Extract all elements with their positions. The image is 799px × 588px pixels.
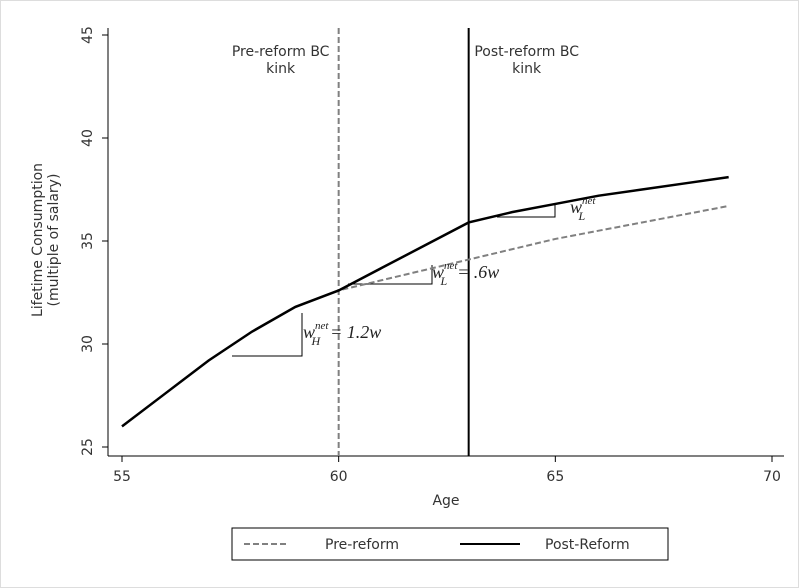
y-tick-label: 40	[80, 129, 96, 147]
y-axis-label: Lifetime Consumption (multiple of salary…	[30, 163, 62, 317]
x-tick-label: 65	[546, 469, 564, 485]
reference-label: kink	[512, 61, 542, 77]
slope-symbol: w	[570, 197, 582, 217]
x-axis-label: Age	[432, 493, 459, 509]
y-tick-label: 25	[80, 438, 96, 456]
slope-subscript: L	[439, 274, 447, 288]
slope-triangle	[348, 265, 433, 285]
slope-value: = 1.2w	[330, 322, 381, 342]
slope-superscript: net	[444, 260, 458, 272]
slope-triangle	[232, 313, 303, 357]
plot-area	[108, 28, 784, 456]
x-tick-label: 60	[330, 469, 348, 485]
y-axis-label-line: Lifetime Consumption	[30, 163, 46, 317]
legend-label: Pre-reform	[325, 537, 399, 553]
x-tick-label: 70	[763, 469, 781, 485]
y-tick-label: 35	[80, 232, 96, 250]
slope-subscript: L	[577, 209, 585, 223]
slope-label: wnet H = 1.2w	[303, 320, 381, 348]
y-axis-label-line: (multiple of salary)	[46, 174, 62, 307]
legend-label: Post-Reform	[545, 537, 630, 553]
reference-label: kink	[266, 61, 296, 77]
slope-triangle	[497, 205, 556, 218]
reference-label: Pre-reform BC	[232, 44, 330, 60]
slope-label: wnet L	[570, 195, 596, 223]
slope-label: wnet L = .6w	[432, 260, 499, 288]
series-line	[121, 175, 729, 428]
slope-subscript: H	[310, 334, 321, 348]
slope-symbol: w	[303, 322, 315, 342]
reference-label: Post-reform BC	[474, 44, 579, 60]
slope-symbol: w	[432, 262, 444, 282]
slope-value: = .6w	[457, 262, 499, 282]
slope-superscript: net	[582, 195, 596, 207]
legend	[231, 527, 669, 561]
x-tick-label: 55	[113, 469, 131, 485]
y-tick-label: 30	[80, 335, 96, 353]
slope-superscript: net	[315, 320, 329, 332]
y-tick-label: 45	[80, 26, 96, 44]
